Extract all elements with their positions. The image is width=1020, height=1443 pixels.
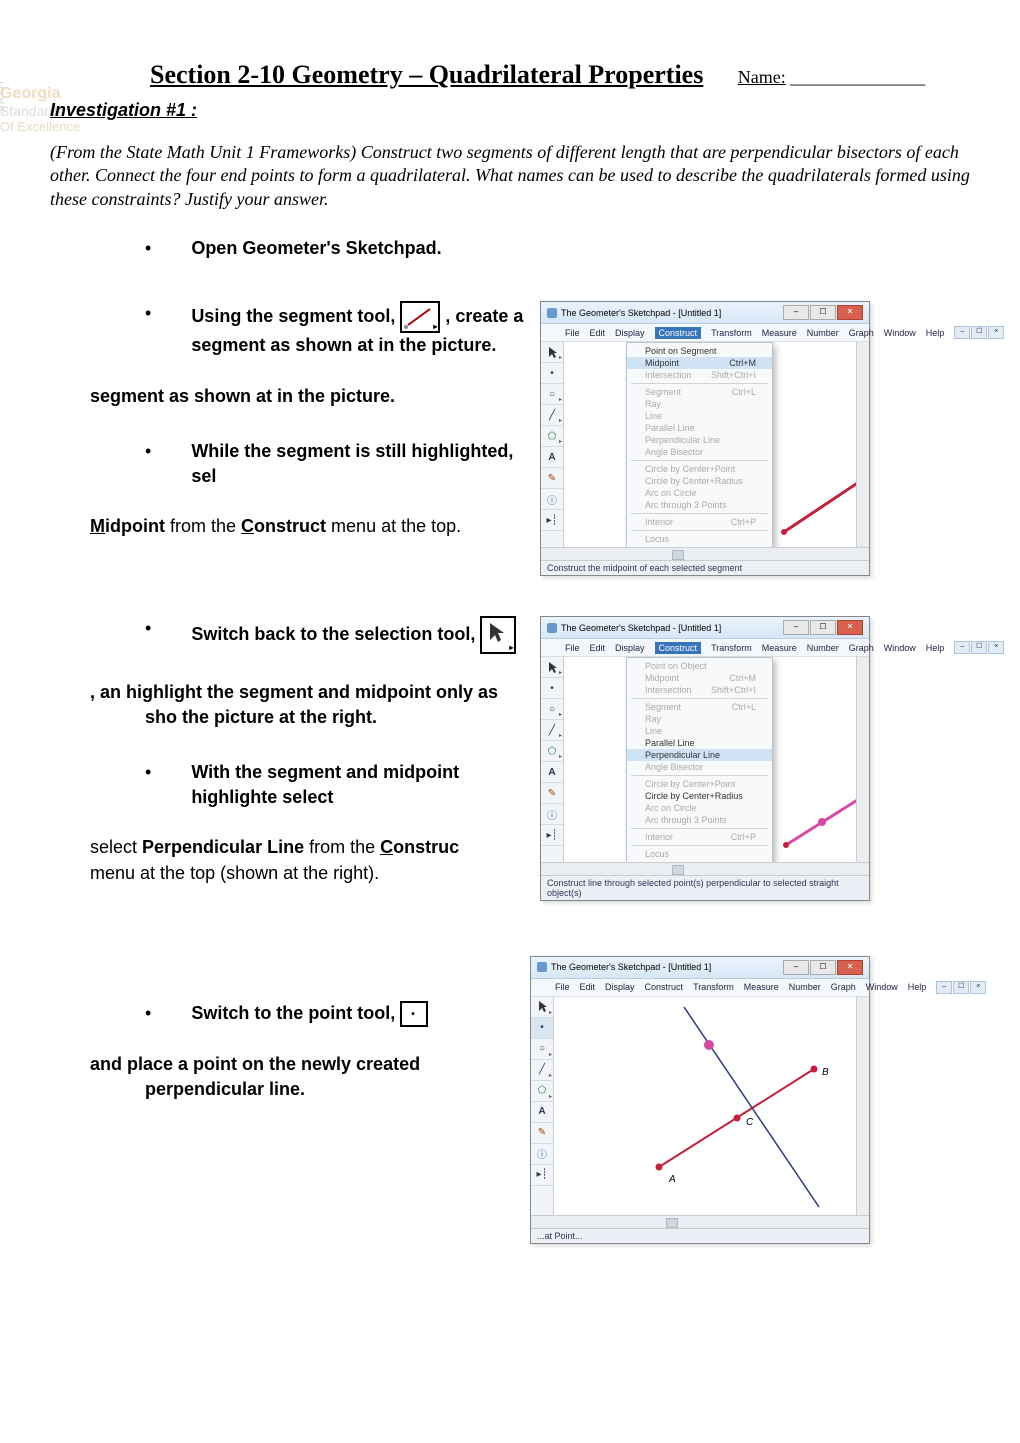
mi-circle-cr[interactable]: Circle by Center+Radius	[627, 475, 772, 487]
mi-angle-bisector[interactable]: Angle Bisector	[627, 446, 772, 458]
menu-file[interactable]: File	[565, 328, 580, 338]
win-titlebar: The Geometer's Sketchpad - [Untitled 1] …	[541, 302, 869, 324]
menu-edit[interactable]: Edit	[590, 328, 606, 338]
step-6-cont: and place a point on the newly created p…	[90, 1054, 420, 1099]
close-btn[interactable]: ✕	[837, 305, 863, 320]
investigation-heading: Investigation #1 :	[50, 100, 970, 121]
tool-arrow[interactable]: ▸	[541, 342, 563, 363]
tool-custom[interactable]: ▸┊	[541, 510, 563, 531]
mi-arc-3pts[interactable]: Arc through 3 Points	[627, 499, 772, 511]
step-1: •Open Geometer's Sketchpad.	[145, 236, 970, 261]
name-blank: _______________	[790, 67, 925, 87]
step-3: • While the segment is still highlighted…	[145, 439, 535, 540]
menu-help[interactable]: Help	[926, 328, 945, 338]
mi-circle-cp[interactable]: Circle by Center+Point	[627, 463, 772, 475]
mi-ray[interactable]: Ray	[627, 398, 772, 410]
tool-info[interactable]: ⓘ	[541, 489, 563, 510]
mi-perp[interactable]: Perpendicular Line	[627, 434, 772, 446]
statusbar: Construct the midpoint of each selected …	[541, 560, 869, 575]
menu-construct[interactable]: Construct	[655, 327, 702, 339]
intro-paragraph: (From the State Math Unit 1 Frameworks) …	[50, 141, 970, 211]
mi-perpendicular-hl[interactable]: Perpendicular Line	[627, 749, 772, 761]
svg-text:C: C	[746, 1117, 754, 1128]
step-2-cont: segment as shown at in the picture.	[90, 386, 395, 406]
construct-dropdown-2: Point on Object MidpointCtrl+M Intersect…	[626, 657, 773, 862]
mi-parallel[interactable]: Parallel Line	[627, 422, 772, 434]
screenshot-1: The Geometer's Sketchpad - [Untitled 1] …	[540, 301, 870, 576]
mi-point-on-segment[interactable]: Point on Segment	[627, 345, 772, 357]
step-5: • With the segment and midpoint highligh…	[145, 760, 535, 886]
step-4-cont: , an highlight the segment and midpoint …	[90, 682, 498, 727]
tool-circle[interactable]: ○▸	[541, 384, 563, 405]
screenshot-2: The Geometer's Sketchpad - [Untitled 1] …	[540, 616, 870, 901]
tool-marker[interactable]: ✎	[541, 468, 563, 489]
mi-line[interactable]: Line	[627, 410, 772, 422]
menu-number[interactable]: Number	[807, 328, 839, 338]
step-6: • Switch to the point tool, • and place …	[145, 1001, 525, 1103]
menu-display[interactable]: Display	[615, 328, 645, 338]
tool-polygon[interactable]: ⬠▸	[541, 426, 563, 447]
min-btn[interactable]: –	[783, 305, 809, 320]
toolbar: ▸ • ○▸ ╱▸ ⬠▸ A ✎ ⓘ ▸┊	[541, 342, 564, 547]
menu-measure[interactable]: Measure	[762, 328, 797, 338]
point-tool-icon: •	[400, 1001, 428, 1027]
svg-text:B: B	[822, 1067, 829, 1078]
mi-intersection[interactable]: IntersectionShift+Ctrl+I	[627, 369, 772, 381]
step-2: • Using the segment tool, ▸ , create a s…	[145, 301, 535, 409]
tool-line[interactable]: ╱▸	[541, 405, 563, 426]
menubar: File Edit Display Construct Transform Me…	[541, 324, 869, 342]
name-label: Name:	[738, 67, 786, 87]
page-title: Section 2-10 Geometry – Quadrilateral Pr…	[150, 60, 703, 89]
vscroll[interactable]	[856, 342, 869, 547]
mi-interior[interactable]: InteriorCtrl+P	[627, 516, 772, 528]
canvas[interactable]: Point on Segment MidpointCtrl+M Intersec…	[564, 342, 856, 547]
svg-text:A: A	[668, 1174, 676, 1185]
construct-dropdown: Point on Segment MidpointCtrl+M Intersec…	[626, 342, 773, 547]
mi-segment[interactable]: SegmentCtrl+L	[627, 386, 772, 398]
menu-window[interactable]: Window	[884, 328, 916, 338]
menu-graph[interactable]: Graph	[849, 328, 874, 338]
mi-locus[interactable]: Locus	[627, 533, 772, 545]
hscroll[interactable]	[541, 547, 869, 560]
selection-tool-icon: ▸	[480, 616, 516, 654]
tool-text[interactable]: A	[541, 447, 563, 468]
mi-arc-circle[interactable]: Arc on Circle	[627, 487, 772, 499]
screenshot-3: The Geometer's Sketchpad - [Untitled 1] …	[530, 956, 870, 1244]
menu-transform[interactable]: Transform	[711, 328, 752, 338]
max-btn[interactable]: ☐	[810, 305, 836, 320]
segment-tool-icon: ▸	[400, 301, 440, 333]
mi-midpoint[interactable]: MidpointCtrl+M	[627, 357, 772, 369]
step-4: • Switch back to the selection tool, ▸ ,…	[145, 616, 535, 730]
tool-point[interactable]: •	[541, 363, 563, 384]
